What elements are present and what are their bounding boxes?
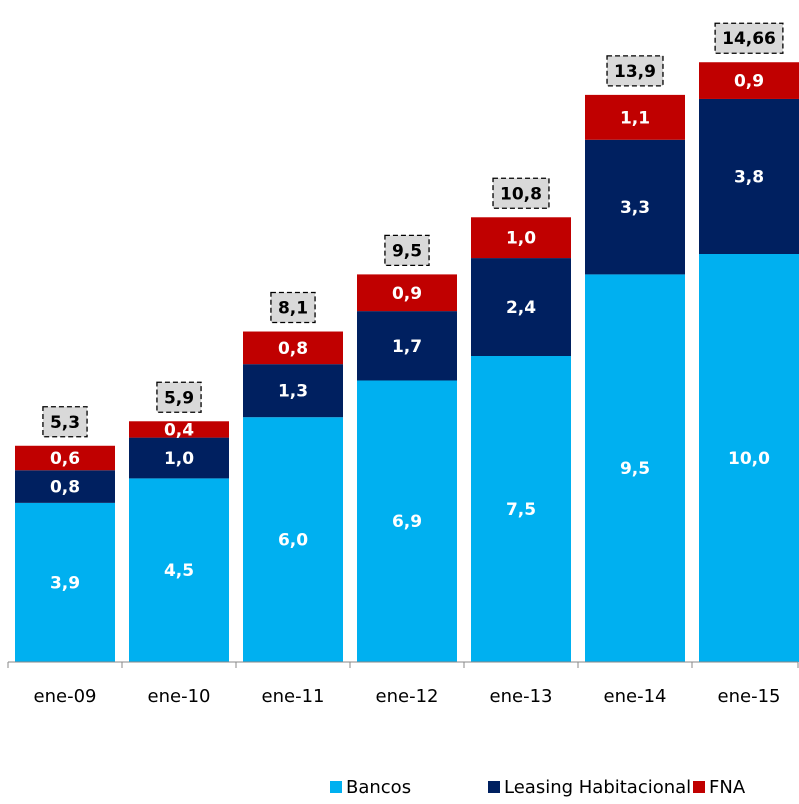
- value-label: 0,4: [164, 420, 194, 440]
- value-label: 3,3: [620, 198, 650, 218]
- legend-label: Bancos: [346, 777, 411, 798]
- x-tick-label: ene-13: [490, 686, 553, 707]
- bar-segment: [129, 421, 229, 438]
- legend-label: FNA: [709, 777, 746, 798]
- value-label: 7,5: [506, 500, 536, 520]
- value-label: 0,8: [50, 478, 80, 498]
- bar-segment: [585, 94, 685, 140]
- bar-segment: [471, 356, 571, 662]
- total-label: 9,5: [392, 241, 422, 261]
- bar-segment: [15, 502, 115, 662]
- value-label: 1,0: [164, 449, 194, 469]
- value-label: 6,0: [278, 531, 308, 551]
- value-label: 2,4: [506, 298, 536, 318]
- x-tick-label: ene-14: [604, 686, 667, 707]
- value-label: 0,9: [392, 284, 422, 304]
- bar-segment: [243, 331, 343, 365]
- total-label: 14,66: [722, 29, 776, 49]
- bar-segment: [699, 62, 799, 99]
- bar-segment: [585, 274, 685, 662]
- bar-segment: [243, 364, 343, 418]
- value-label: 0,9: [734, 72, 764, 92]
- x-tick-label: ene-15: [718, 686, 781, 707]
- bar-segment: [357, 274, 457, 312]
- bar-segment: [243, 417, 343, 662]
- x-tick-label: ene-10: [148, 686, 211, 707]
- total-box: [714, 22, 784, 54]
- bar-segment: [15, 470, 115, 503]
- legend-swatch: [488, 781, 500, 793]
- x-tick-label: ene-12: [376, 686, 439, 707]
- value-label: 3,9: [50, 573, 80, 593]
- legend-swatch: [693, 781, 705, 793]
- bar-segment: [585, 139, 685, 275]
- legend-swatch: [330, 781, 342, 793]
- total-label: 13,9: [614, 62, 656, 82]
- x-tick-label: ene-09: [34, 686, 97, 707]
- total-box: [384, 234, 430, 267]
- value-label: 1,0: [506, 229, 536, 249]
- value-label: 10,0: [728, 449, 770, 469]
- bar-segment: [357, 311, 457, 381]
- value-label: 1,3: [278, 382, 308, 402]
- total-label: 5,9: [164, 388, 194, 408]
- value-label: 1,1: [620, 108, 650, 128]
- value-label: 6,9: [392, 512, 422, 532]
- bar-segment: [129, 478, 229, 662]
- x-tick-label: ene-11: [262, 686, 325, 707]
- bar-segment: [129, 437, 229, 479]
- total-box: [156, 381, 202, 413]
- legend-label: Leasing Habitacional: [504, 777, 691, 798]
- total-label: 10,8: [500, 184, 542, 204]
- total-box: [270, 291, 316, 324]
- total-box: [492, 177, 550, 209]
- total-box: [606, 55, 664, 87]
- bar-segment: [15, 445, 115, 471]
- value-label: 1,7: [392, 337, 422, 357]
- bar-segment: [699, 254, 799, 662]
- value-label: 0,8: [278, 339, 308, 359]
- bar-segment: [699, 98, 799, 255]
- total-label: 5,3: [50, 413, 80, 433]
- total-label: 8,1: [278, 299, 308, 319]
- value-label: 4,5: [164, 561, 194, 581]
- value-label: 3,8: [734, 167, 764, 187]
- bar-segment: [357, 380, 457, 662]
- bar-segment: [471, 258, 571, 356]
- total-box: [42, 406, 88, 438]
- bar-segment: [471, 217, 571, 259]
- value-label: 9,5: [620, 459, 650, 479]
- value-label: 0,6: [50, 449, 80, 469]
